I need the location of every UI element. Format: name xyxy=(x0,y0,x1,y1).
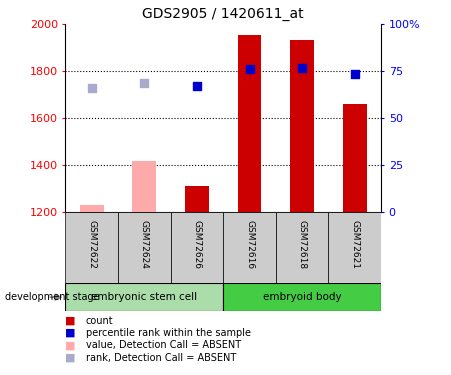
Text: count: count xyxy=(86,316,113,326)
Bar xyxy=(80,205,104,212)
Text: percentile rank within the sample: percentile rank within the sample xyxy=(86,328,251,338)
Point xyxy=(193,84,201,90)
Bar xyxy=(343,104,367,212)
Text: value, Detection Call = ABSENT: value, Detection Call = ABSENT xyxy=(86,340,241,350)
Point xyxy=(88,85,95,91)
Bar xyxy=(238,35,262,212)
Text: GSM72621: GSM72621 xyxy=(350,220,359,269)
Bar xyxy=(170,212,223,283)
Text: GSM72624: GSM72624 xyxy=(140,220,149,269)
Point xyxy=(299,65,306,71)
Bar xyxy=(328,212,381,283)
Text: ■: ■ xyxy=(65,353,76,363)
Text: GSM72618: GSM72618 xyxy=(298,220,307,270)
Text: embryoid body: embryoid body xyxy=(263,292,341,302)
Bar xyxy=(185,186,209,212)
Bar xyxy=(118,212,170,283)
Bar xyxy=(65,283,223,311)
Point xyxy=(141,80,148,86)
Bar xyxy=(276,212,328,283)
Text: embryonic stem cell: embryonic stem cell xyxy=(91,292,198,302)
Text: ■: ■ xyxy=(65,340,76,350)
Text: ■: ■ xyxy=(65,328,76,338)
Text: development stage: development stage xyxy=(5,292,99,302)
Text: GSM72616: GSM72616 xyxy=(245,220,254,270)
Bar xyxy=(65,212,118,283)
Point xyxy=(246,66,253,72)
Text: ■: ■ xyxy=(65,316,76,326)
Bar xyxy=(290,40,314,212)
Point xyxy=(351,70,359,76)
Text: GSM72626: GSM72626 xyxy=(193,220,202,269)
Bar xyxy=(223,212,276,283)
Text: GSM72622: GSM72622 xyxy=(87,220,96,269)
Bar xyxy=(133,162,156,212)
Title: GDS2905 / 1420611_at: GDS2905 / 1420611_at xyxy=(143,7,304,21)
Text: rank, Detection Call = ABSENT: rank, Detection Call = ABSENT xyxy=(86,353,236,363)
Bar xyxy=(223,283,381,311)
